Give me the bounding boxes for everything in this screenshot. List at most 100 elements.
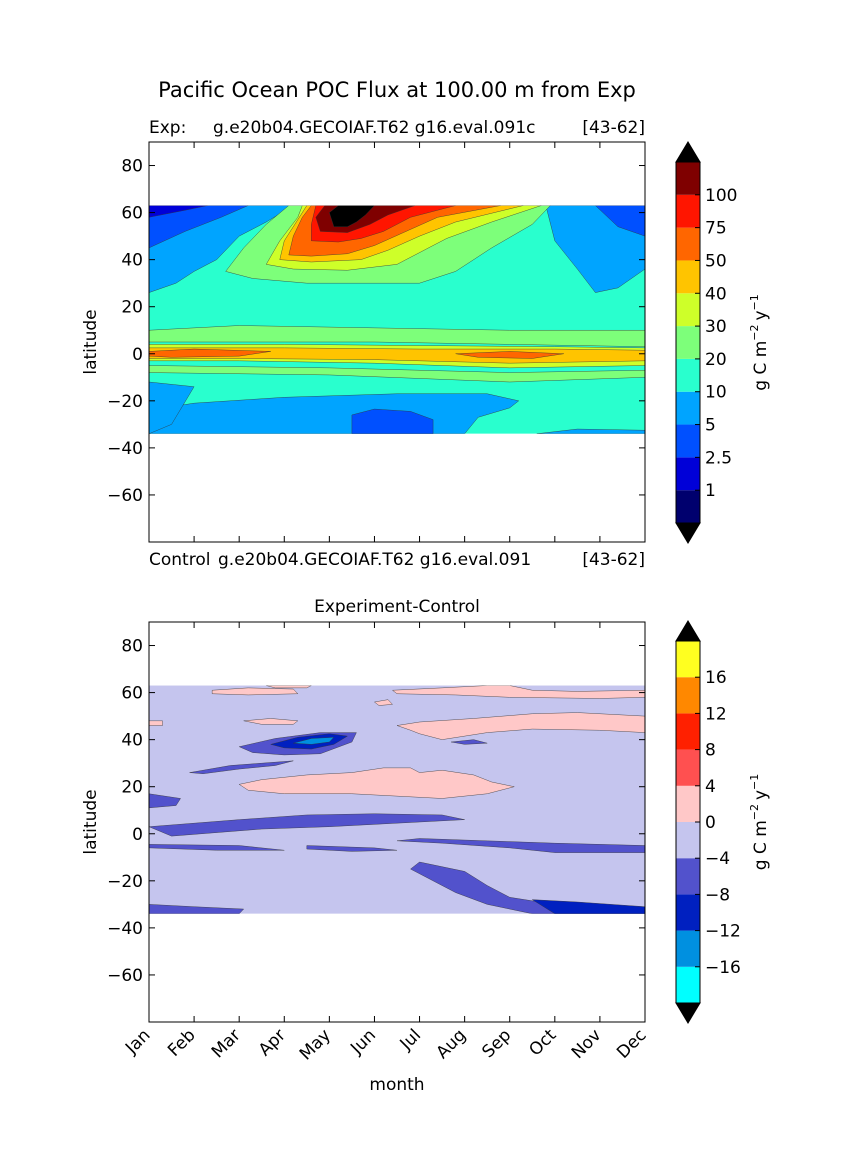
top-colorbar-swatch	[676, 194, 700, 228]
neg-anomaly-east-eq	[396, 838, 645, 853]
bottom-colorbar-swatch	[676, 713, 700, 750]
bottom-xtick-label: Feb	[164, 1025, 199, 1060]
neg-anomaly-3	[149, 793, 181, 809]
bottom-xtick-label: Mar	[208, 1025, 245, 1062]
bottom-colorbar-unit-label: g C m−2y−1	[748, 774, 771, 871]
top-ytick-label: 20	[121, 298, 143, 318]
bottom-xtick-label: Jul	[396, 1025, 425, 1054]
top-colorbar-tick-label: 2.5	[705, 448, 732, 468]
pos-anomaly-3	[373, 699, 393, 706]
top-ytick-label: 80	[121, 157, 143, 177]
bottom-colorbar-swatch	[676, 785, 700, 822]
control-case-name: g.e20b04.GECOIAF.T62 g16.eval.091	[218, 550, 531, 570]
top-colorbar-frame	[675, 161, 701, 524]
bottom-xtick-label: Jan	[121, 1025, 154, 1058]
pos-anomaly-north	[391, 685, 645, 699]
control-years: [43-62]	[582, 550, 645, 570]
neg-anomaly-2	[451, 739, 488, 745]
top-axes-frame	[148, 141, 646, 543]
bottom-colorbar-extend-max	[675, 620, 701, 642]
pos-anomaly-2	[266, 685, 312, 689]
bottom-colorbar-extend-min	[675, 1002, 701, 1024]
bottom-colorbar-tick-label: 16	[705, 668, 727, 688]
level-1-2.5-northwest	[149, 205, 208, 218]
svg-text:g C m−2y−1: g C m−2y−1	[748, 294, 771, 391]
level-2.5-5-northwest	[149, 205, 249, 249]
top-ytick-label: −40	[107, 439, 143, 459]
bottom-colorbar-swatch	[676, 858, 700, 895]
top-colorbar-tick-label: 75	[705, 219, 727, 239]
level-20-30-equator-south	[149, 365, 645, 383]
bottom-xtick-label: Jun	[346, 1025, 380, 1059]
top-colorbar-unit-label: g C m−2y−1	[748, 294, 771, 391]
level-5-10-southwest	[149, 381, 195, 434]
level-20-30-equator-north	[149, 325, 645, 347]
top-colorbar-tick-label: 1	[705, 481, 716, 501]
bottom-colorbar-tick-label: −4	[705, 849, 730, 869]
bottom-colorbar-tick-label: 4	[705, 777, 716, 797]
top-ytick-label: −20	[107, 392, 143, 412]
bottom-colorbar-tick-label: 8	[705, 741, 716, 761]
bottom-colorbar-tick-label: 12	[705, 704, 727, 724]
top-colorbar-swatch	[676, 162, 700, 195]
top-colorbar-swatch	[676, 490, 700, 523]
top-colorbar-swatch	[676, 358, 700, 392]
bottom-contour-field	[149, 685, 645, 914]
bottom-colorbar-swatch	[676, 822, 700, 859]
bottom-ytick-label: 60	[121, 684, 143, 704]
pos-anomaly-5	[149, 720, 163, 726]
bottom-axes-frame	[148, 621, 646, 1023]
top-colorbar-extend-max	[675, 141, 701, 163]
neg-anomaly-south-core	[531, 899, 645, 914]
bottom-colorbar-swatch	[676, 749, 700, 786]
bottom-xtick-label: Dec	[613, 1025, 650, 1062]
top-colorbar-swatch	[676, 293, 700, 327]
bottom-ytick-label: −20	[107, 872, 143, 892]
bottom-ytick-label: 0	[132, 825, 143, 845]
pos-anomaly-mid	[238, 767, 515, 799]
bottom-colorbar-swatch	[676, 641, 700, 678]
top-colorbar-tick-label: 30	[705, 317, 727, 337]
neg-anomaly-4	[149, 844, 285, 851]
top-colorbar-tick-label: 5	[705, 416, 716, 436]
neg-anomaly-south	[410, 861, 645, 914]
bottom-colorbar-tick-label: 0	[705, 813, 716, 833]
bottom-xtick-label: Sep	[478, 1025, 515, 1062]
level-extend-bloom	[329, 205, 375, 227]
svg-text:g C m−2y−1: g C m−2y−1	[748, 774, 771, 871]
bottom-colorbar-swatch	[676, 966, 700, 1003]
top-colorbar-swatch	[676, 227, 700, 261]
top-colorbar-tick-label: 50	[705, 251, 727, 271]
top-colorbar-swatch	[676, 457, 700, 491]
level-2.5-5-northeast	[595, 205, 645, 237]
level-50-75-equator-west	[149, 348, 271, 358]
bottom-xlabel: month	[369, 1075, 424, 1095]
bottom-title: Experiment-Control	[314, 597, 480, 617]
neg-anomaly-1	[189, 760, 294, 774]
bottom-colorbar-tick-label: −12	[705, 922, 741, 942]
neg-anomaly-5	[149, 904, 245, 914]
pos-anomaly-4	[243, 718, 299, 725]
top-left-title: Exp:	[149, 118, 186, 138]
bottom-colorbar-swatch	[676, 677, 700, 714]
level-2.5-5-south	[351, 408, 434, 434]
top-colorbar-swatch	[676, 391, 700, 425]
top-case-name: g.e20b04.GECOIAF.T62 g16.eval.091c	[213, 118, 535, 138]
top-colorbar-swatch	[676, 326, 700, 359]
bottom-xtick-label: May	[296, 1025, 335, 1064]
bottom-colorbar-tick-label: −8	[705, 885, 730, 905]
top-colorbar-swatch	[676, 424, 700, 458]
bottom-colorbar-tick-label: −16	[705, 958, 741, 978]
bottom-colorbar-swatch	[676, 894, 700, 931]
neg-anomaly-6	[306, 845, 398, 852]
top-ytick-label: 40	[121, 251, 143, 271]
bottom-xtick-label: Nov	[568, 1025, 606, 1063]
top-ytick-label: 60	[121, 204, 143, 224]
bottom-xtick-label: Aug	[433, 1025, 471, 1063]
top-colorbar-tick-label: 40	[705, 284, 727, 304]
neg-anomaly-eq	[149, 813, 465, 837]
level-5-10-southeast	[536, 428, 645, 434]
neg-anomaly-core-inner	[293, 737, 335, 745]
top-colorbar-tick-label: 10	[705, 383, 727, 403]
